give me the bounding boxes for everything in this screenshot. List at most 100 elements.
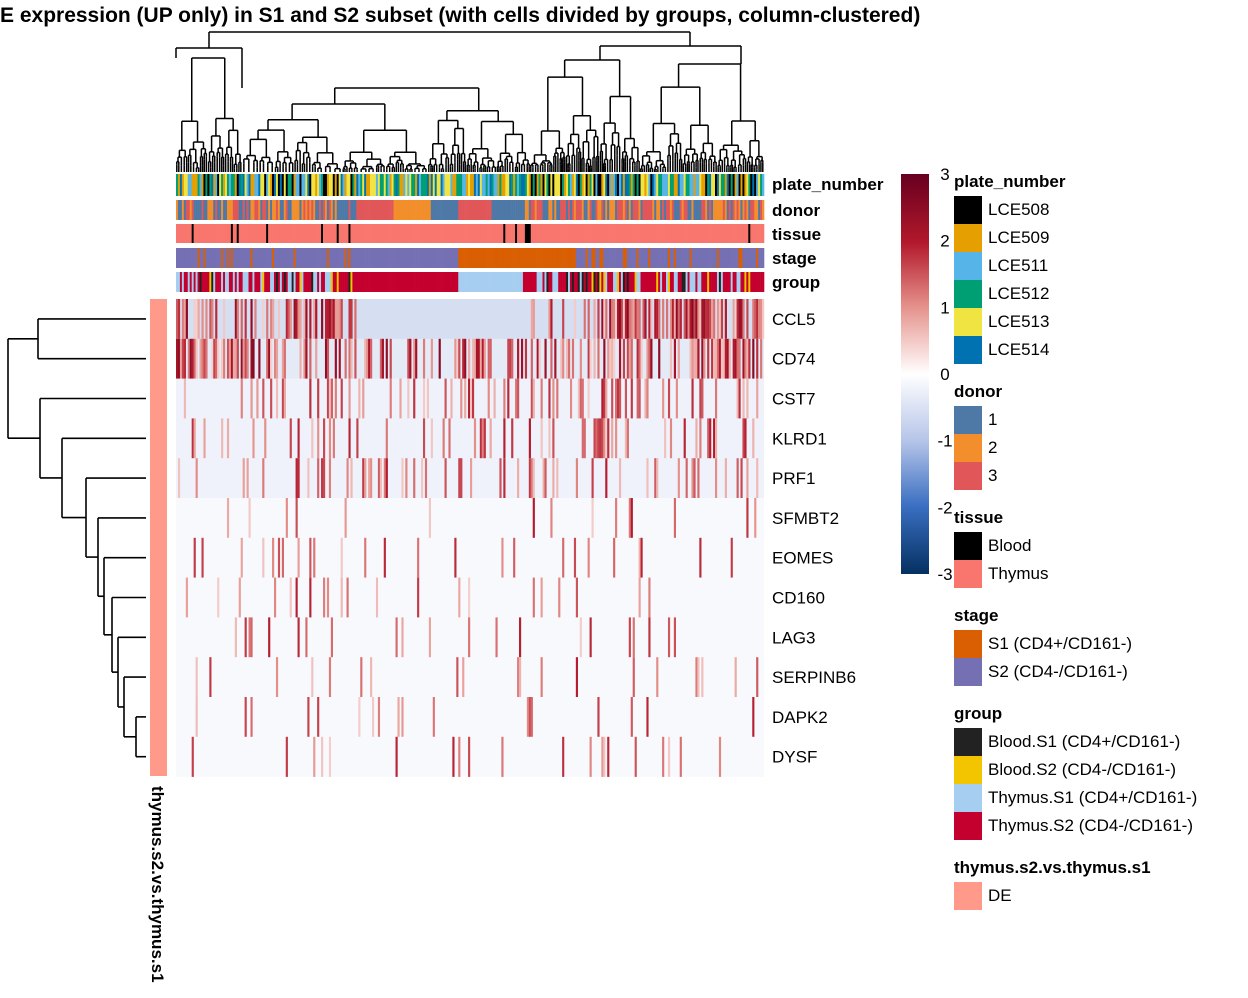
annotation-cell [552,200,555,220]
heatmap-cell [703,299,706,340]
annotation-cell [669,174,673,196]
heatmap-cell [615,498,618,539]
annotation-cell [703,174,706,196]
heatmap-cell [530,378,533,419]
heatmap-cell [756,458,759,499]
annotation-cell [579,174,583,196]
annotation-cell [470,248,473,268]
annotation-cell [236,272,240,292]
annotation-cell [309,200,312,220]
annotation-cell [342,248,345,268]
annotation-cell [189,248,192,268]
annotation-cell [219,200,222,220]
annotation-cell [409,224,412,243]
heatmap-cell [177,458,181,499]
annotation-cell [589,224,592,243]
annotation-cell [340,248,343,268]
annotation-cell [207,248,210,268]
annotation-cell [432,272,436,292]
annotation-cell [315,272,318,292]
annotation-cell [728,272,731,292]
annotation-cell [258,200,261,220]
annotation-cell [685,224,688,243]
heatmap-cell [413,458,416,499]
annotation-cell [291,272,294,292]
annotation-cell [299,200,302,220]
annotation-cell [405,248,408,268]
annotation-cell [205,224,208,243]
heatmap-cell [344,498,347,539]
heatmap-cell [454,338,457,379]
annotation-cell [607,248,610,268]
annotation-cell [350,248,353,268]
annotation-cell [454,248,457,268]
legend-item: 1 [954,406,1002,434]
heatmap-cell [605,299,608,340]
annotation-cell [683,174,686,196]
annotation-cell [240,174,243,196]
annotation-cell [534,200,537,220]
heatmap-cell [666,299,669,340]
annotation-cell [630,248,633,268]
annotation-cell [615,272,618,292]
annotation-cell [589,174,592,196]
annotation-cell [499,174,502,196]
heatmap-cell [556,378,559,419]
annotation-cell [762,174,765,196]
heatmap-cell [515,378,518,419]
heatmap-cell [401,617,404,658]
heatmap-cell [468,378,471,419]
heatmap-cell [562,299,565,340]
annotation-cell [266,272,269,292]
annotation-cell [303,224,306,243]
annotation-cell [303,272,306,292]
annotation-cell [479,174,483,196]
heatmap-cell [589,617,592,658]
heatmap-cell [738,338,741,379]
annotation-cell [530,248,534,268]
annotation-cell [293,248,296,268]
annotation-cell [209,224,212,243]
legend-title: group [954,704,1003,723]
annotation-cell [277,272,281,292]
annotation-cell [583,174,586,196]
heatmap-cell [601,418,604,459]
heatmap-cell [197,299,200,340]
heatmap-body [176,299,765,777]
annotation-cell [585,272,588,292]
heatmap-cell [336,299,339,340]
annotation-cell [593,248,596,268]
annotation-cell [209,272,212,292]
annotation-cell [417,248,420,268]
annotation-cell [501,200,504,220]
annotation-cell [560,174,563,196]
annotation-cell [295,272,298,292]
annotation-cell [450,272,453,292]
heatmap-cell [203,338,206,379]
annotation-cell [442,174,445,196]
annotation-cell [705,200,708,220]
annotation-cell [381,200,385,220]
annotation-cell [473,174,477,196]
heatmap-cell [236,299,239,340]
annotation-cell [185,248,189,268]
heatmap-cell [579,338,582,379]
annotation-cell [762,272,765,292]
annotation-cell [650,224,653,243]
heatmap-cell [624,378,627,419]
annotation-cell [385,248,388,268]
heatmap-cell [409,338,412,379]
annotation-cell [607,174,610,196]
legend-label: Blood.S2 (CD4-/CD161-) [988,760,1177,779]
heatmap-cell [328,378,332,419]
annotation-cell [662,248,665,268]
annotation-cell [368,200,371,220]
annotation-cell [321,248,324,268]
annotation-cell [281,224,285,243]
annotation-cell [730,200,733,220]
annotation-cell [652,174,655,196]
annotation-cell [197,200,200,220]
annotation-cell [321,200,324,220]
annotation-cell [762,200,765,220]
